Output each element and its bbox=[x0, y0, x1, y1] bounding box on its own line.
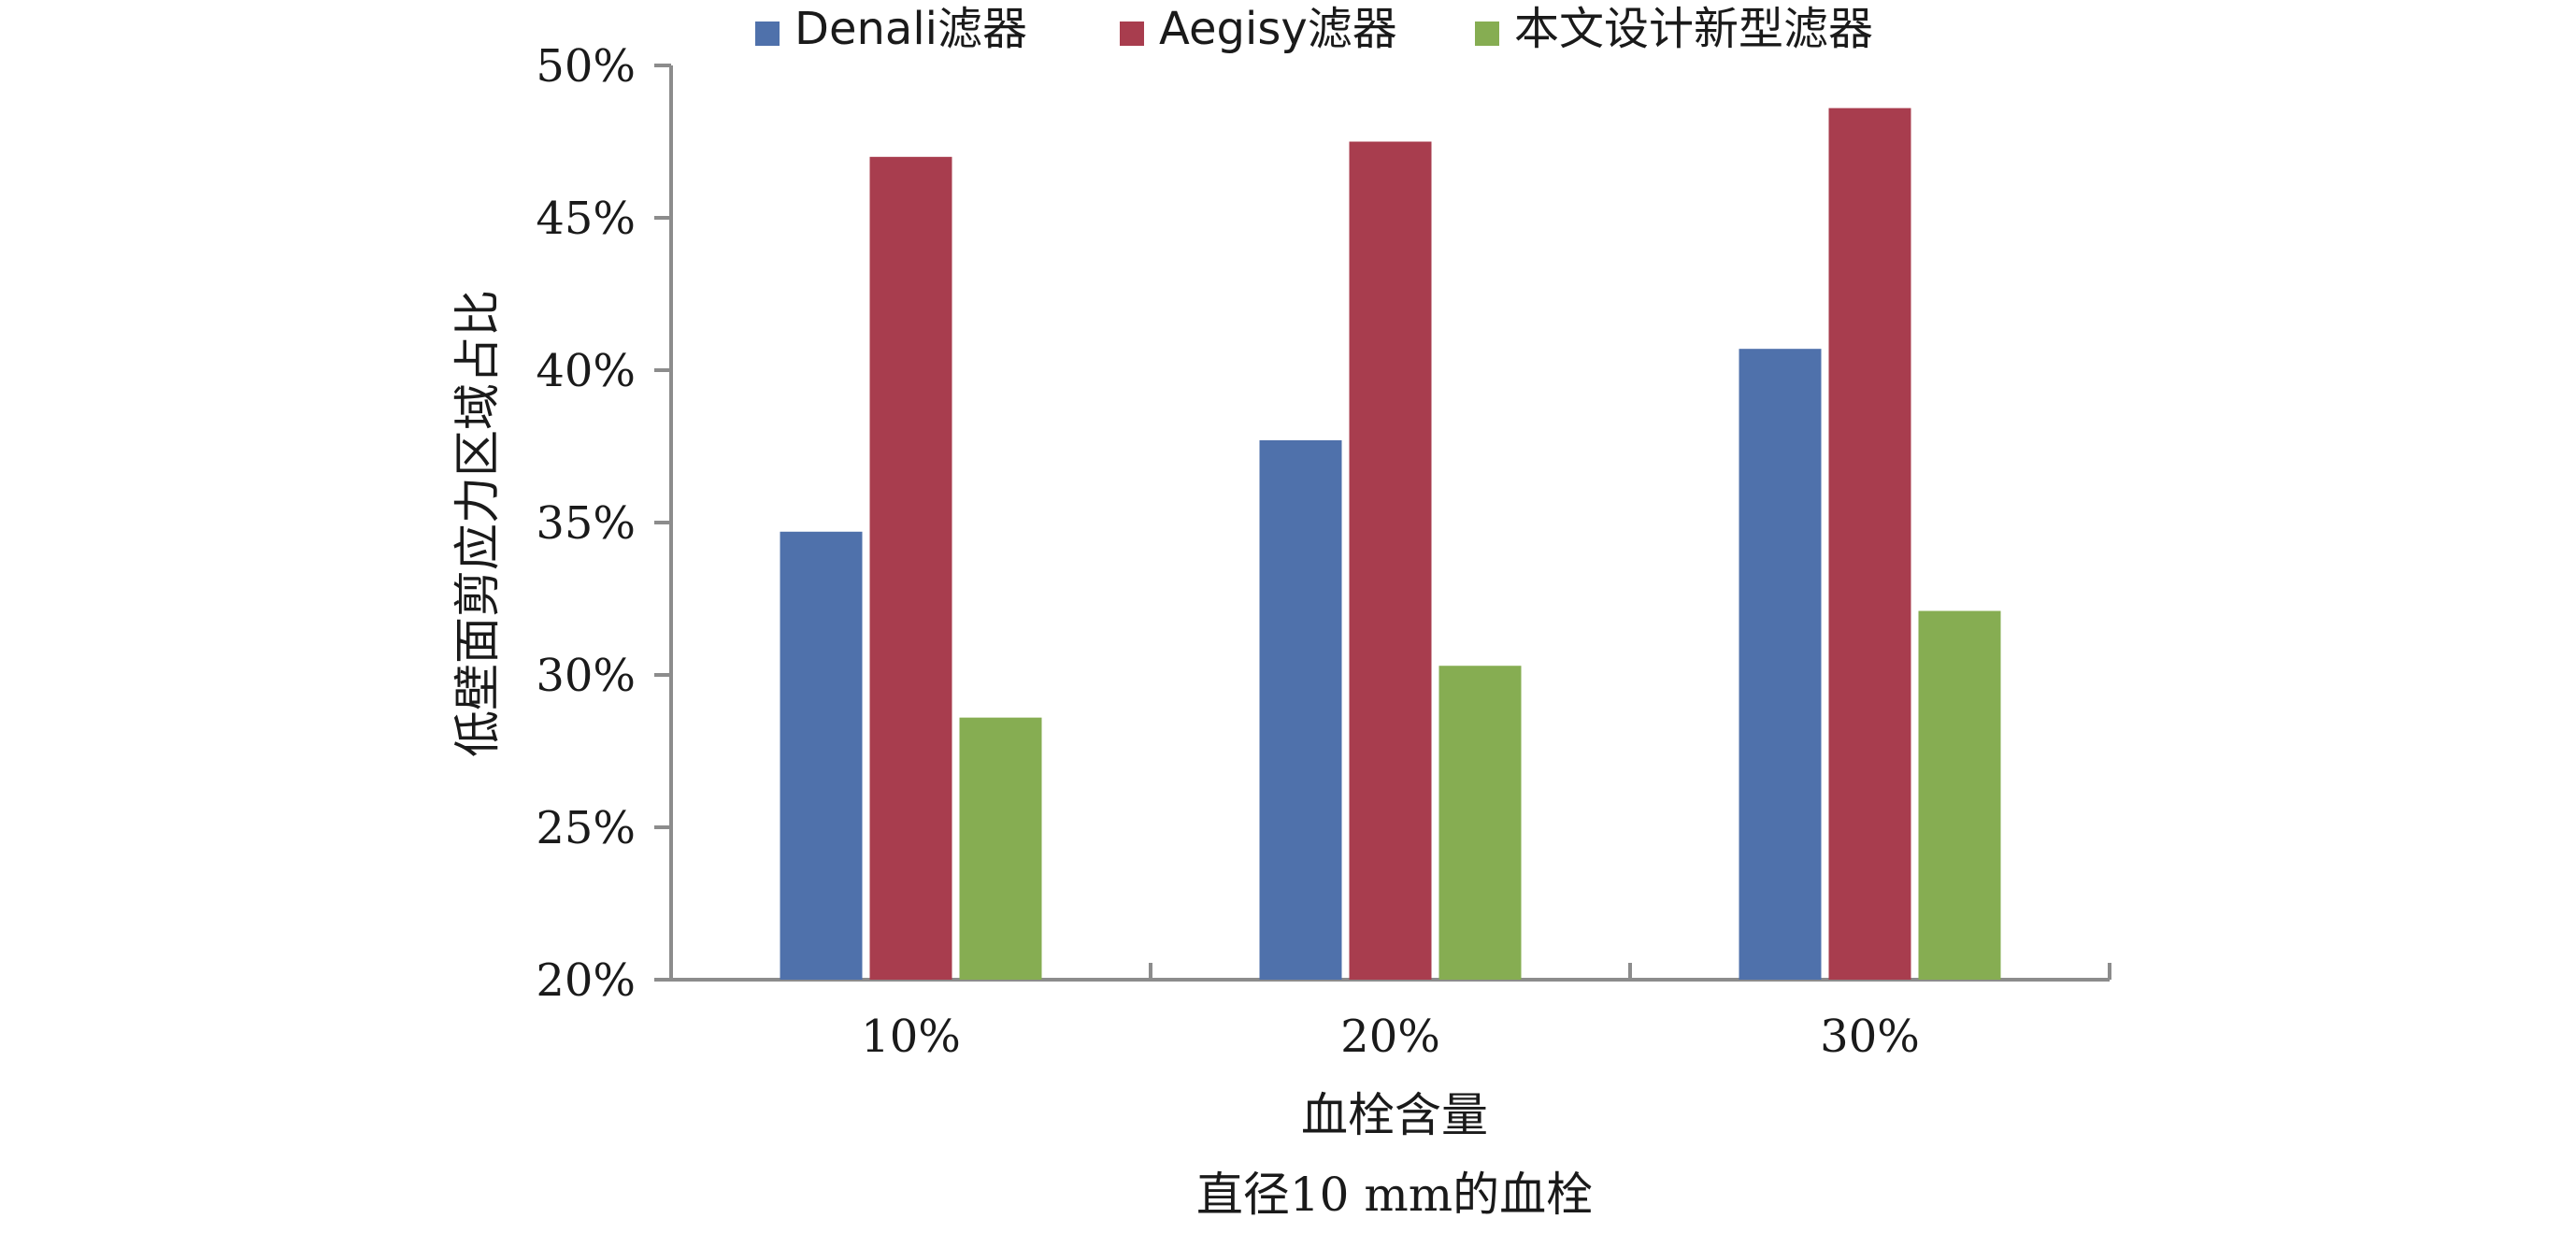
bar-3-3 bbox=[1918, 610, 2001, 980]
legend: Denali滤器 Aegisy滤器 本文设计新型滤器 bbox=[755, 3, 1873, 55]
legend-label-1: Denali滤器 bbox=[794, 3, 1027, 55]
legend-label-3: 本文设计新型滤器 bbox=[1514, 3, 1873, 55]
chart-caption: 直径10 mm的血栓 bbox=[1196, 1168, 1593, 1222]
y-axis: 20% 25% 30% 35% 40% 45% 50% bbox=[536, 40, 673, 1007]
bar-2-1 bbox=[869, 156, 952, 981]
x-tick-label: 20% bbox=[1340, 1011, 1440, 1063]
bar-3-2 bbox=[1438, 666, 1522, 980]
x-tick-label: 30% bbox=[1820, 1011, 1920, 1063]
x-axis-label: 血栓含量 bbox=[1301, 1088, 1488, 1142]
y-tick-label: 50% bbox=[536, 40, 636, 93]
legend-swatch-3 bbox=[1475, 22, 1499, 46]
y-tick-label: 20% bbox=[536, 954, 636, 1007]
y-tick-label: 45% bbox=[536, 193, 636, 245]
x-tick-label: 10% bbox=[861, 1011, 961, 1063]
bar-1-3 bbox=[1739, 349, 1822, 980]
bar-2-2 bbox=[1349, 141, 1432, 980]
bars bbox=[780, 108, 2001, 981]
y-tick-label: 25% bbox=[536, 802, 636, 854]
bar-2-3 bbox=[1828, 108, 1911, 980]
y-axis-label: 低壁面剪应力区域占比 bbox=[451, 290, 505, 757]
legend-swatch-2 bbox=[1120, 22, 1144, 46]
bar-1-2 bbox=[1259, 439, 1342, 981]
bar-1-1 bbox=[780, 531, 863, 980]
legend-swatch-1 bbox=[755, 22, 780, 46]
y-tick-label: 30% bbox=[536, 650, 636, 702]
legend-label-2: Aegisy滤器 bbox=[1159, 3, 1397, 55]
y-tick-label: 40% bbox=[536, 345, 636, 397]
y-tick-label: 35% bbox=[536, 497, 636, 550]
bar-3-1 bbox=[959, 717, 1042, 980]
